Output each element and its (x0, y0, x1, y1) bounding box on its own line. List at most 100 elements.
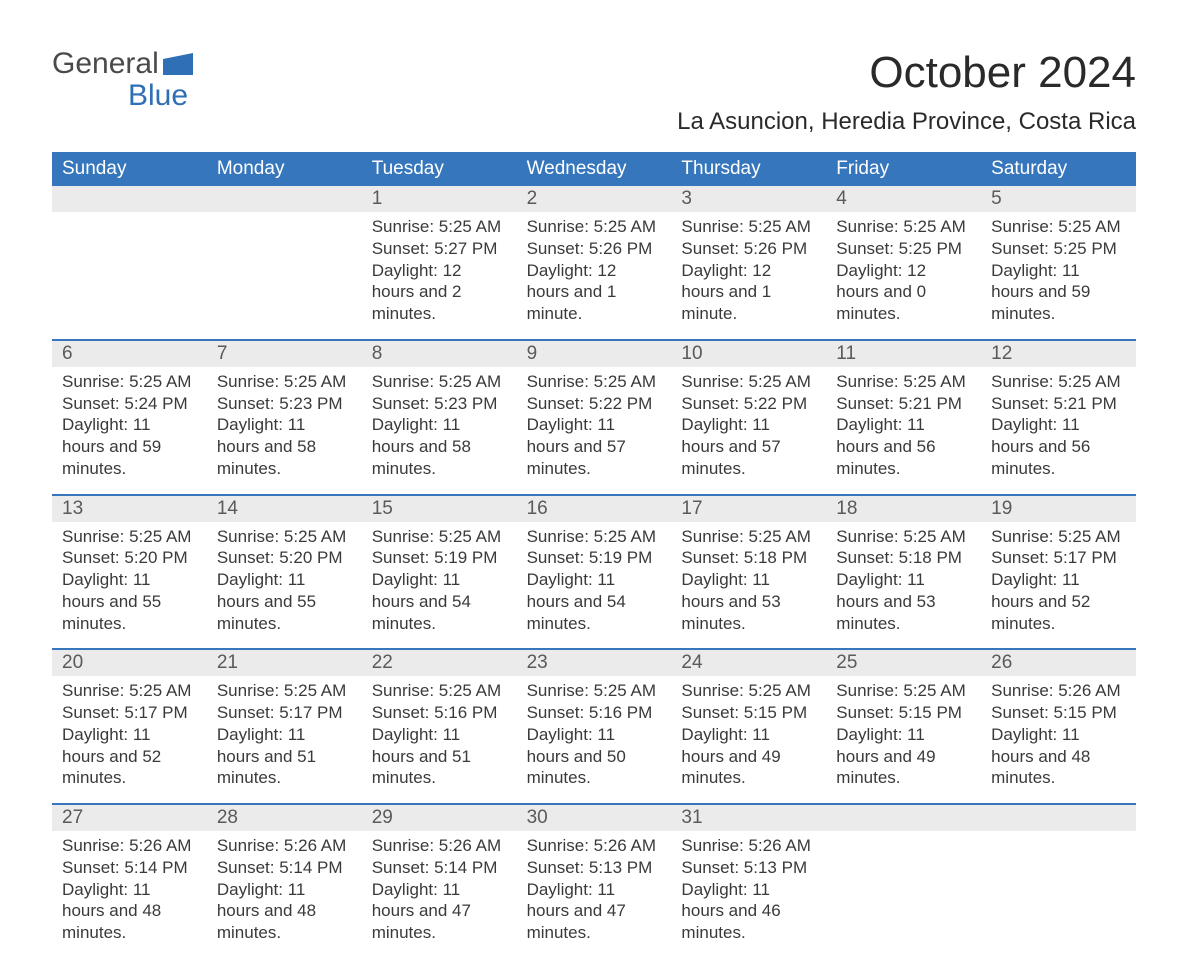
day-cell: 24Sunrise: 5:25 AMSunset: 5:15 PMDayligh… (671, 650, 826, 803)
daylight-line: Daylight: 11 hours and 52 minutes. (991, 569, 1126, 634)
day-cell: 10Sunrise: 5:25 AMSunset: 5:22 PMDayligh… (671, 341, 826, 494)
day-cell: 8Sunrise: 5:25 AMSunset: 5:23 PMDaylight… (362, 341, 517, 494)
sunrise-line: Sunrise: 5:26 AM (217, 835, 352, 857)
weekday-label: Thursday (671, 152, 826, 186)
day-cell: 15Sunrise: 5:25 AMSunset: 5:19 PMDayligh… (362, 496, 517, 649)
day-number: 26 (981, 650, 1136, 676)
brand-word2: Blue (52, 80, 193, 112)
week-row: 1Sunrise: 5:25 AMSunset: 5:27 PMDaylight… (52, 186, 1136, 339)
day-body: Sunrise: 5:25 AMSunset: 5:20 PMDaylight:… (207, 522, 362, 649)
day-cell: 1Sunrise: 5:25 AMSunset: 5:27 PMDaylight… (362, 186, 517, 339)
day-cell: 14Sunrise: 5:25 AMSunset: 5:20 PMDayligh… (207, 496, 362, 649)
day-body: Sunrise: 5:25 AMSunset: 5:23 PMDaylight:… (362, 367, 517, 494)
day-body: Sunrise: 5:25 AMSunset: 5:26 PMDaylight:… (671, 212, 826, 339)
daylight-line: Daylight: 11 hours and 59 minutes. (991, 260, 1126, 325)
day-number: 19 (981, 496, 1136, 522)
daylight-line: Daylight: 11 hours and 47 minutes. (372, 879, 507, 944)
day-body: Sunrise: 5:25 AMSunset: 5:21 PMDaylight:… (826, 367, 981, 494)
day-cell: 26Sunrise: 5:26 AMSunset: 5:15 PMDayligh… (981, 650, 1136, 803)
sunrise-line: Sunrise: 5:25 AM (991, 371, 1126, 393)
weekday-label: Saturday (981, 152, 1136, 186)
sunset-line: Sunset: 5:14 PM (62, 857, 197, 879)
sunset-line: Sunset: 5:14 PM (217, 857, 352, 879)
daylight-line: Daylight: 11 hours and 46 minutes. (681, 879, 816, 944)
day-number: 16 (517, 496, 672, 522)
sunrise-line: Sunrise: 5:25 AM (62, 680, 197, 702)
sunset-line: Sunset: 5:16 PM (372, 702, 507, 724)
weekday-label: Friday (826, 152, 981, 186)
calendar: Sunday Monday Tuesday Wednesday Thursday… (52, 152, 1136, 958)
brand-word1: General (52, 48, 159, 80)
weekday-label: Monday (207, 152, 362, 186)
sunrise-line: Sunrise: 5:25 AM (372, 680, 507, 702)
day-cell: 29Sunrise: 5:26 AMSunset: 5:14 PMDayligh… (362, 805, 517, 958)
day-body: Sunrise: 5:25 AMSunset: 5:19 PMDaylight:… (517, 522, 672, 649)
sunset-line: Sunset: 5:18 PM (836, 547, 971, 569)
day-number: 18 (826, 496, 981, 522)
day-number: 27 (52, 805, 207, 831)
sunset-line: Sunset: 5:17 PM (62, 702, 197, 724)
weekday-label: Wednesday (517, 152, 672, 186)
day-body: Sunrise: 5:25 AMSunset: 5:22 PMDaylight:… (671, 367, 826, 494)
day-cell (826, 805, 981, 958)
sunset-line: Sunset: 5:13 PM (527, 857, 662, 879)
day-body: Sunrise: 5:25 AMSunset: 5:15 PMDaylight:… (671, 676, 826, 803)
daylight-line: Daylight: 11 hours and 47 minutes. (527, 879, 662, 944)
day-cell: 20Sunrise: 5:25 AMSunset: 5:17 PMDayligh… (52, 650, 207, 803)
daylight-line: Daylight: 11 hours and 56 minutes. (991, 414, 1126, 479)
sunrise-line: Sunrise: 5:25 AM (681, 680, 816, 702)
sunset-line: Sunset: 5:23 PM (217, 393, 352, 415)
daylight-line: Daylight: 11 hours and 53 minutes. (681, 569, 816, 634)
sunset-line: Sunset: 5:13 PM (681, 857, 816, 879)
day-number: 20 (52, 650, 207, 676)
day-number: 24 (671, 650, 826, 676)
day-cell: 4Sunrise: 5:25 AMSunset: 5:25 PMDaylight… (826, 186, 981, 339)
day-cell: 18Sunrise: 5:25 AMSunset: 5:18 PMDayligh… (826, 496, 981, 649)
day-cell: 12 Sunrise: 5:25 AMSunset: 5:21 PMDayligh… (981, 341, 1136, 494)
day-number: 2 (517, 186, 672, 212)
day-cell: 21Sunrise: 5:25 AMSunset: 5:17 PMDayligh… (207, 650, 362, 803)
day-cell: 30Sunrise: 5:26 AMSunset: 5:13 PMDayligh… (517, 805, 672, 958)
sunset-line: Sunset: 5:26 PM (527, 238, 662, 260)
sunrise-line: Sunrise: 5:25 AM (217, 680, 352, 702)
sunrise-line: Sunrise: 5:26 AM (62, 835, 197, 857)
daylight-line: Daylight: 11 hours and 48 minutes. (62, 879, 197, 944)
sunset-line: Sunset: 5:14 PM (372, 857, 507, 879)
month-title: October 2024 (677, 48, 1136, 98)
day-number: 25 (826, 650, 981, 676)
daylight-line: Daylight: 11 hours and 55 minutes. (62, 569, 197, 634)
day-cell: 6Sunrise: 5:25 AMSunset: 5:24 PMDaylight… (52, 341, 207, 494)
sunrise-line: Sunrise: 5:25 AM (836, 371, 971, 393)
daylight-line: Daylight: 11 hours and 58 minutes. (217, 414, 352, 479)
day-number: 21 (207, 650, 362, 676)
day-body: Sunrise: 5:25 AMSunset: 5:20 PMDaylight:… (52, 522, 207, 649)
daylight-line: Daylight: 11 hours and 51 minutes. (217, 724, 352, 789)
sunset-line: Sunset: 5:24 PM (62, 393, 197, 415)
sunrise-line: Sunrise: 5:25 AM (527, 371, 662, 393)
sunset-line: Sunset: 5:21 PM (991, 393, 1126, 415)
day-number (207, 186, 362, 212)
sunrise-line: Sunrise: 5:26 AM (372, 835, 507, 857)
day-number: 12 (981, 341, 1136, 367)
day-number: 11 (826, 341, 981, 367)
location: La Asuncion, Heredia Province, Costa Ric… (677, 108, 1136, 136)
daylight-line: Daylight: 11 hours and 48 minutes. (217, 879, 352, 944)
day-body: Sunrise: 5:25 AMSunset: 5:16 PMDaylight:… (517, 676, 672, 803)
day-number: 1 (362, 186, 517, 212)
day-body: Sunrise: 5:26 AMSunset: 5:13 PMDaylight:… (517, 831, 672, 958)
sunrise-line: Sunrise: 5:25 AM (372, 371, 507, 393)
daylight-line: Daylight: 11 hours and 50 minutes. (527, 724, 662, 789)
sunrise-line: Sunrise: 5:26 AM (527, 835, 662, 857)
day-number: 22 (362, 650, 517, 676)
sunrise-line: Sunrise: 5:25 AM (217, 371, 352, 393)
daylight-line: Daylight: 11 hours and 49 minutes. (836, 724, 971, 789)
sunset-line: Sunset: 5:25 PM (991, 238, 1126, 260)
daylight-line: Daylight: 11 hours and 55 minutes. (217, 569, 352, 634)
day-number: 9 (517, 341, 672, 367)
day-body: Sunrise: 5:25 AMSunset: 5:15 PMDaylight:… (826, 676, 981, 803)
day-body: Sunrise: 5:25 AMSunset: 5:18 PMDaylight:… (671, 522, 826, 649)
day-cell: 5Sunrise: 5:25 AMSunset: 5:25 PMDaylight… (981, 186, 1136, 339)
day-cell: 19Sunrise: 5:25 AMSunset: 5:17 PMDayligh… (981, 496, 1136, 649)
sunset-line: Sunset: 5:20 PM (62, 547, 197, 569)
day-cell (981, 805, 1136, 958)
